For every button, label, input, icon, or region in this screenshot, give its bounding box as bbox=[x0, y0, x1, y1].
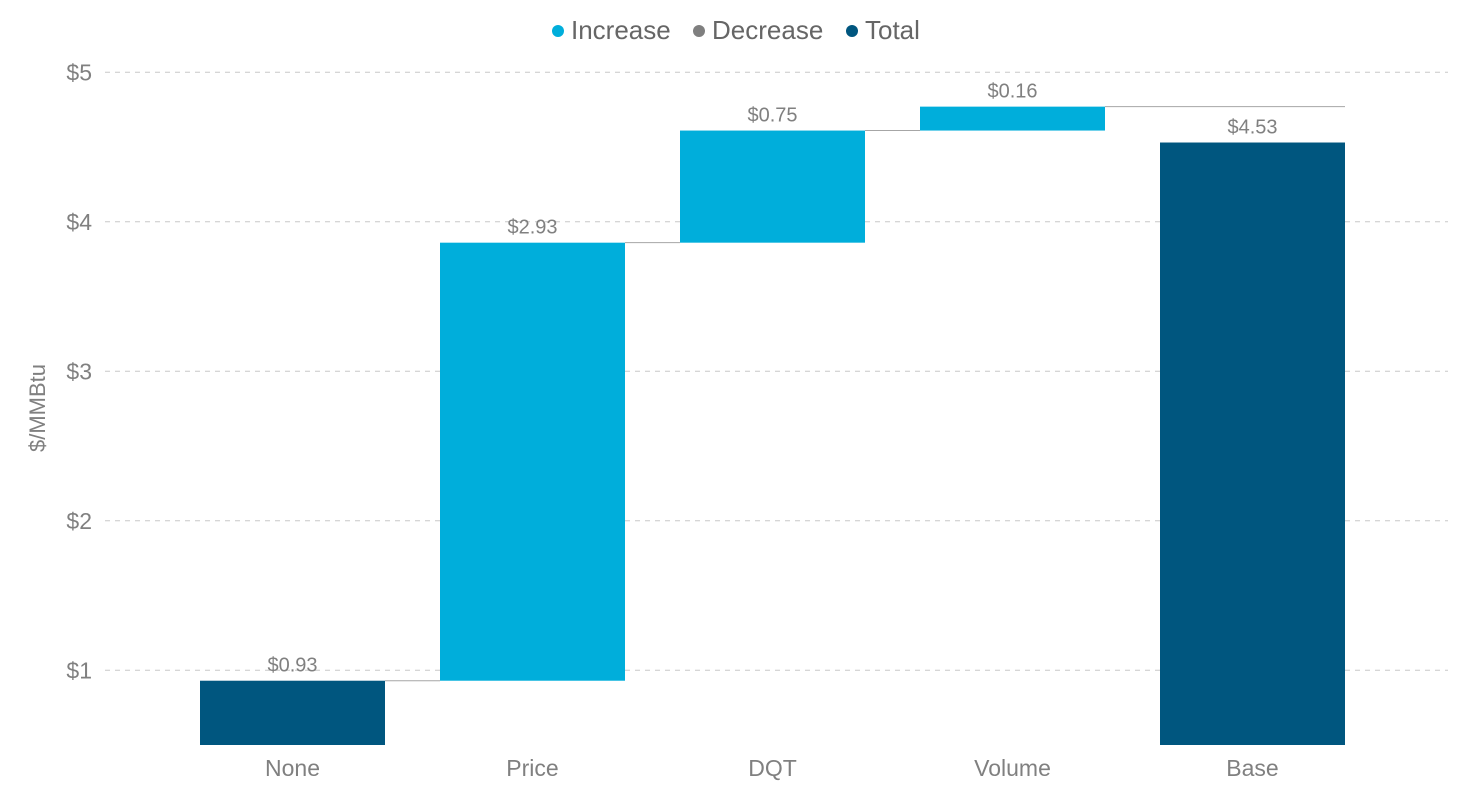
data-label: $0.75 bbox=[747, 105, 797, 127]
bar-price bbox=[440, 242, 625, 681]
bar-volume bbox=[920, 106, 1105, 131]
y-tick-label: $4 bbox=[66, 209, 92, 235]
x-tick-label: Volume bbox=[974, 755, 1051, 781]
x-axis: None Price DQT Volume Base bbox=[265, 755, 1279, 781]
legend-marker-icon bbox=[552, 25, 564, 37]
data-labels: $0.93 $2.93 $0.75 $0.16 $4.53 bbox=[267, 81, 1277, 677]
legend-label: Total bbox=[865, 15, 920, 45]
y-tick-label: $3 bbox=[66, 358, 92, 384]
x-tick-label: DQT bbox=[748, 755, 797, 781]
legend-marker-icon bbox=[846, 25, 858, 37]
legend-marker-icon bbox=[693, 25, 705, 37]
bar-base bbox=[1160, 142, 1345, 745]
data-label: $2.93 bbox=[507, 217, 557, 239]
bars bbox=[200, 106, 1345, 745]
y-tick-label: $1 bbox=[66, 657, 92, 683]
y-tick-label: $2 bbox=[66, 508, 92, 534]
legend-label: Increase bbox=[571, 15, 671, 45]
y-axis-title: $/MMBtu bbox=[25, 364, 50, 452]
legend-label: Decrease bbox=[712, 15, 823, 45]
x-tick-label: Price bbox=[506, 755, 558, 781]
bar-none bbox=[200, 680, 385, 745]
x-tick-label: Base bbox=[1226, 755, 1278, 781]
y-tick-label: $5 bbox=[66, 59, 92, 85]
connector-lines bbox=[385, 106, 1345, 682]
legend: Increase Decrease Total bbox=[552, 15, 920, 45]
y-axis: $1 $2 $3 $4 $5 bbox=[66, 59, 92, 683]
x-tick-label: None bbox=[265, 755, 320, 781]
data-label: $0.93 bbox=[267, 655, 317, 677]
bar-dqt bbox=[680, 130, 865, 243]
data-label: $0.16 bbox=[987, 81, 1037, 103]
data-label: $4.53 bbox=[1227, 117, 1277, 139]
